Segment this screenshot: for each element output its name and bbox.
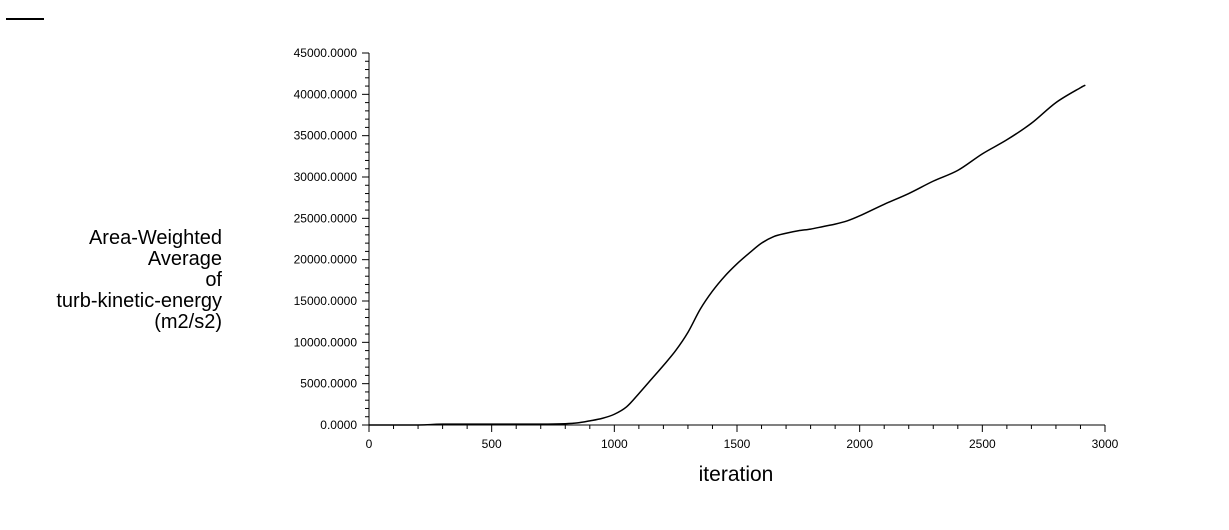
y-axis-label: Area-Weighted Average of turb-kinetic-en… — [10, 228, 222, 333]
x-tick-label: 2500 — [969, 437, 996, 451]
y-tick-label: 15000.0000 — [294, 294, 358, 308]
x-tick-label: 0 — [366, 437, 373, 451]
y-axis-label-line-2: Average — [147, 248, 222, 270]
series-line-1 — [368, 84, 1086, 426]
x-tick-label: 1500 — [724, 437, 751, 451]
y-tick-label: 25000.0000 — [294, 211, 358, 225]
y-tick-label: 10000.0000 — [294, 335, 358, 349]
y-tick-label: 20000.0000 — [294, 253, 358, 267]
x-tick-label: 2000 — [846, 437, 873, 451]
y-axis-label-line-4: turb-kinetic-energy — [56, 290, 222, 312]
legend-line — [6, 18, 44, 20]
y-tick-label: 0.0000 — [320, 418, 357, 432]
y-tick-label: 35000.0000 — [294, 129, 358, 143]
y-axis-label-line-5: (m2/s2) — [154, 311, 222, 333]
x-tick-label: 1000 — [601, 437, 628, 451]
y-axis-label-line-1: Area-Weighted — [88, 227, 222, 249]
x-axis-label: iteration — [698, 463, 774, 486]
y-axis-label-line-3: of — [205, 269, 222, 291]
x-tick-label: 500 — [482, 437, 502, 451]
x-tick-label: 3000 — [1092, 437, 1119, 451]
y-tick-label: 40000.0000 — [294, 87, 358, 101]
y-tick-label: 5000.0000 — [300, 377, 357, 391]
y-tick-label: 45000.0000 — [294, 46, 358, 60]
y-tick-label: 30000.0000 — [294, 170, 358, 184]
